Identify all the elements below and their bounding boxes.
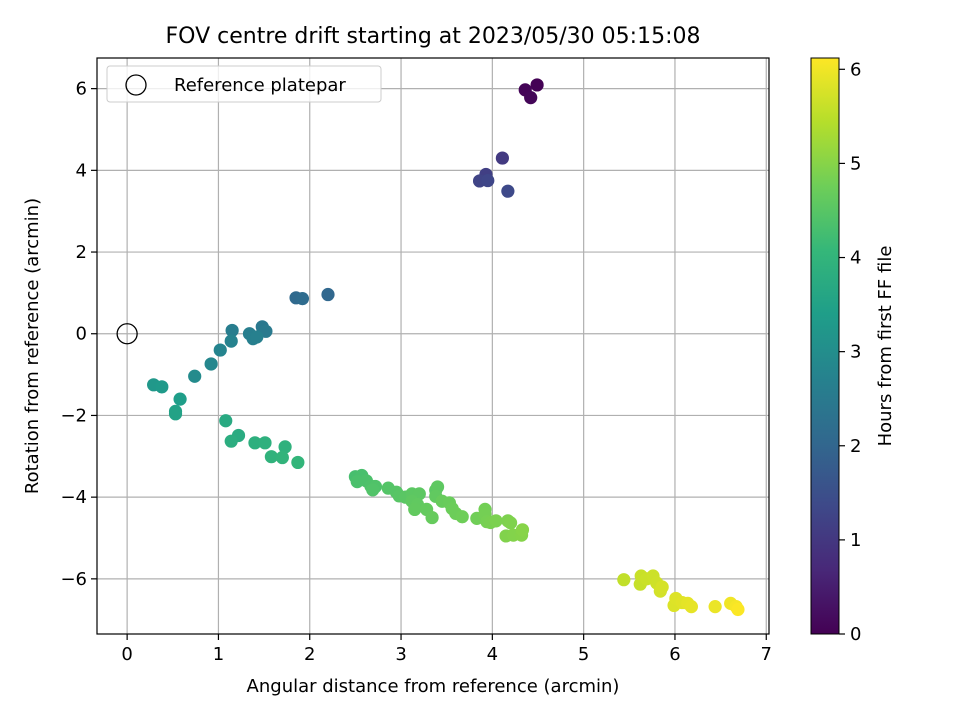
legend-label: Reference platepar <box>174 75 346 96</box>
data-point <box>655 580 669 594</box>
data-point <box>204 357 218 371</box>
data-point <box>155 380 169 394</box>
legend-box <box>106 65 382 103</box>
x-tick-label: 5 <box>578 644 589 665</box>
data-point <box>291 455 305 470</box>
data-point <box>366 483 380 497</box>
data-point <box>278 440 292 454</box>
colorbar-tick-label: 4 <box>850 248 861 269</box>
data-point <box>495 151 509 165</box>
y-tick-label: −6 <box>60 569 87 590</box>
data-point <box>481 173 495 188</box>
data-point <box>295 292 310 306</box>
y-tick-label: −2 <box>60 405 87 426</box>
y-tick-label: 0 <box>76 324 87 345</box>
data-point <box>501 184 515 198</box>
colorbar-tick-label: 5 <box>850 153 861 174</box>
colorbar-tick-label: 1 <box>850 530 861 551</box>
colorbar-ticks: 0 1 2 3 4 5 6 <box>839 59 861 645</box>
colorbar: 0 1 2 3 4 5 6 Hours from first FF file <box>810 57 896 645</box>
y-axis-label: Rotation from reference (arcmin) <box>22 198 43 494</box>
reference-point <box>116 323 138 345</box>
y-tick-label: 4 <box>76 160 87 181</box>
chart-title: FOV centre drift starting at 2023/05/30 … <box>166 24 701 49</box>
x-axis-label: Angular distance from reference (arcmin) <box>247 676 620 697</box>
reference-marker <box>116 323 138 345</box>
colorbar-tick-label: 6 <box>850 59 861 80</box>
data-point <box>489 514 503 528</box>
data-point <box>264 450 278 464</box>
data-point <box>530 78 544 92</box>
y-axis-ticks: −6 −4 −2 0 2 4 6 <box>60 79 97 590</box>
x-tick-label: 7 <box>761 644 772 665</box>
grid-lines <box>97 58 769 634</box>
data-point <box>455 510 469 524</box>
data-point <box>684 600 698 614</box>
y-tick-label: 6 <box>76 79 87 100</box>
colorbar-tick-label: 0 <box>850 624 861 645</box>
data-point <box>250 330 264 344</box>
data-point <box>731 602 745 617</box>
data-point <box>173 392 187 406</box>
plot-frame <box>96 57 770 635</box>
data-point <box>258 436 272 450</box>
y-tick-label: −4 <box>60 487 87 508</box>
colorbar-gradient <box>810 57 840 635</box>
data-point <box>708 600 722 614</box>
data-point <box>408 502 422 517</box>
data-point <box>225 323 239 338</box>
x-tick-label: 1 <box>213 644 224 665</box>
legend-marker-icon <box>125 74 147 96</box>
x-tick-label: 4 <box>487 644 498 665</box>
data-point <box>321 287 335 302</box>
data-point <box>248 436 262 450</box>
colorbar-tick-label: 3 <box>850 342 861 363</box>
colorbar-label: Hours from first FF file <box>875 246 896 447</box>
colorbar-tick-label: 2 <box>850 436 861 457</box>
x-tick-label: 2 <box>304 644 315 665</box>
data-point <box>188 369 202 383</box>
data-point <box>224 334 238 348</box>
data-point <box>425 510 439 525</box>
data-point <box>168 407 183 421</box>
data-point <box>617 573 631 587</box>
legend: Reference platepar <box>106 65 382 103</box>
x-tick-label: 3 <box>395 644 406 665</box>
data-point <box>219 414 233 428</box>
y-tick-label: 2 <box>76 242 87 263</box>
data-point <box>213 343 227 357</box>
data-point <box>504 516 518 530</box>
data-points <box>147 78 745 617</box>
x-tick-label: 6 <box>669 644 680 665</box>
data-point <box>275 450 289 465</box>
data-point <box>224 434 238 448</box>
x-axis-ticks: 0 1 2 3 4 5 6 7 <box>121 634 772 665</box>
x-tick-label: 0 <box>121 644 132 665</box>
data-point <box>515 523 530 537</box>
data-point <box>524 91 538 105</box>
